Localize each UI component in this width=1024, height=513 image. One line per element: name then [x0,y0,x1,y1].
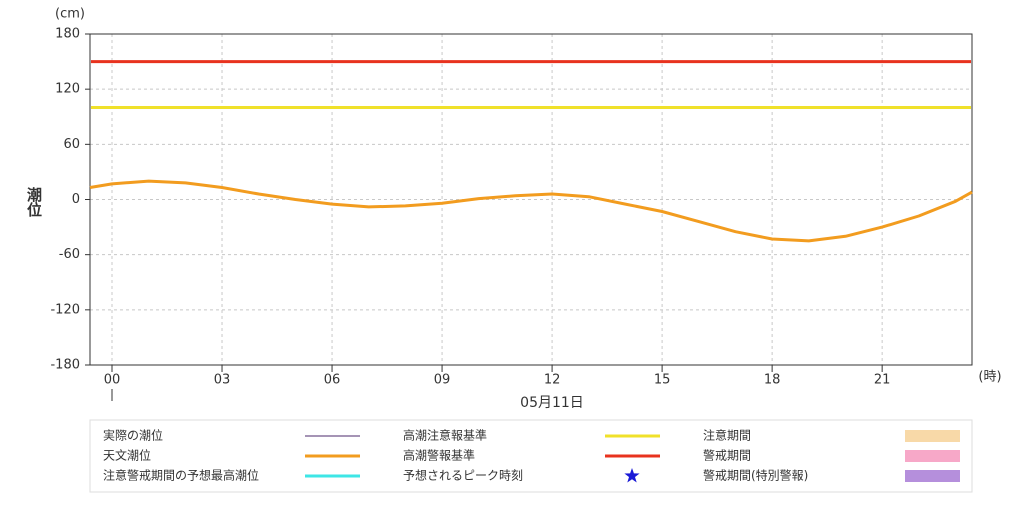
x-tick-label: 09 [434,373,451,388]
y-tick-label: 120 [55,82,80,97]
legend-swatch [905,450,960,462]
legend-label: 高潮注意報基準 [403,428,487,443]
y-tick-label: -120 [50,302,80,317]
legend-swatch [905,470,960,482]
legend-label: 予想されるピーク時刻 [403,468,523,483]
date-label: 05月11日 [520,395,584,411]
y-tick-label: 180 [55,27,80,42]
y-label: 潮位 [25,186,43,217]
legend-label: 警戒期間(特別警報) [703,468,808,483]
y-unit: (cm) [55,7,85,22]
plot-frame [89,33,973,366]
x-tick-label: 00 [104,373,121,388]
tide-line [89,179,973,243]
legend-label: 注意期間 [703,428,751,443]
x-unit: (時) [978,370,1001,385]
x-tick-label: 06 [324,373,341,388]
legend-swatch [905,430,960,442]
x-tick-label: 21 [874,373,891,388]
y-tick-label: 0 [72,192,80,207]
x-tick-label: 18 [764,373,781,388]
x-tick-label: 03 [214,373,231,388]
y-tick-label: 60 [63,137,80,152]
legend-label: 高潮警報基準 [403,448,475,463]
legend-swatch [624,468,640,483]
y-tick-label: -180 [50,358,80,373]
x-tick-label: 15 [654,373,671,388]
legend-label: 天文潮位 [103,448,151,463]
legend-box [89,419,973,493]
legend-label: 実際の潮位 [103,428,163,443]
legend-label: 注意警戒期間の予想最高潮位 [103,468,259,483]
legend-label: 警戒期間 [703,448,751,463]
x-tick-label: 12 [544,373,561,388]
y-tick-label: -60 [59,247,80,262]
